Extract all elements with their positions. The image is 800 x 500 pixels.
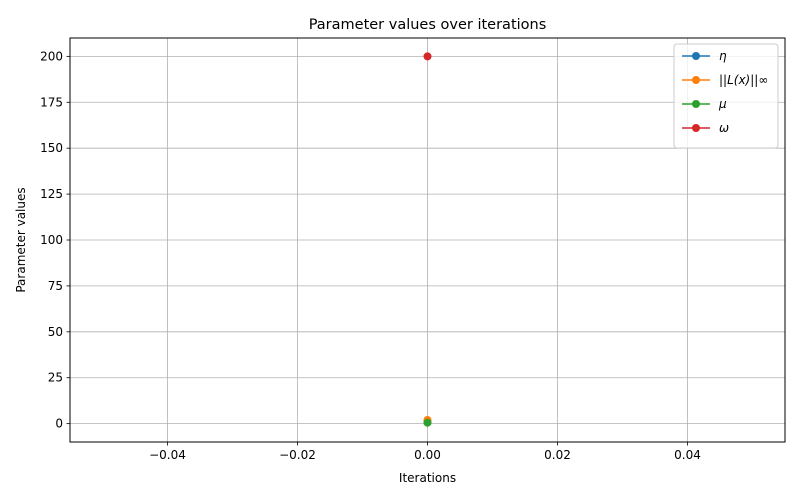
chart-title: Parameter values over iterations (309, 17, 547, 33)
y-tick-label: 25 (48, 371, 63, 385)
x-tick-label: 0.00 (414, 448, 441, 462)
x-axis-label: Iterations (399, 471, 456, 485)
y-axis: 0 25 50 75 100 125 150 175 200 (40, 49, 70, 431)
y-tick-label: 75 (48, 279, 63, 293)
y-tick-label: 50 (48, 325, 63, 339)
legend-label: μ (718, 97, 727, 111)
legend-marker (692, 52, 700, 60)
y-tick-label: 175 (40, 95, 63, 109)
y-tick-label: 0 (55, 417, 63, 431)
x-tick-label: −0.02 (279, 448, 316, 462)
legend-label: η (719, 49, 727, 63)
series-layer (423, 52, 432, 427)
y-tick-label: 125 (40, 187, 63, 201)
y-tick-label: 100 (40, 233, 63, 247)
legend-label: ||L(x)||∞ (719, 73, 768, 87)
legend-marker (692, 100, 700, 108)
y-tick-label: 150 (40, 141, 63, 155)
data-point (423, 52, 432, 61)
legend: η ||L(x)||∞ μω (673, 43, 779, 149)
x-axis: −0.04 −0.02 0.00 0.02 0.04 (149, 442, 701, 462)
x-tick-label: 0.04 (674, 448, 701, 462)
y-axis-label: Parameter values (14, 187, 28, 292)
data-point (423, 418, 432, 427)
x-tick-label: 0.02 (544, 448, 571, 462)
x-tick-label: −0.04 (149, 448, 186, 462)
y-tick-label: 200 (40, 49, 63, 63)
legend-label: ω (719, 121, 729, 135)
legend-marker (692, 124, 700, 132)
legend-box (673, 43, 779, 149)
legend-marker (692, 76, 700, 84)
